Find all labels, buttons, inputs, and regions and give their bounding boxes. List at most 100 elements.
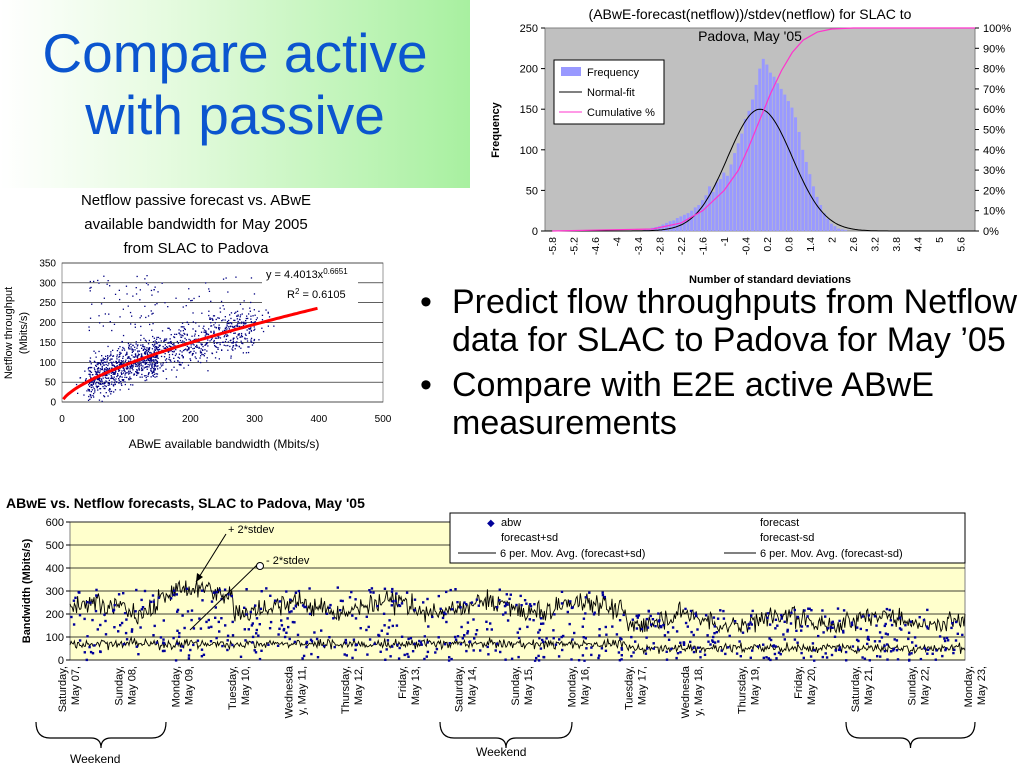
- scatter-point: [106, 374, 108, 377]
- scatter-point: [231, 325, 233, 328]
- scatter-point: [246, 315, 248, 317]
- annotation-arrow: [195, 533, 227, 583]
- scatter-point: [142, 365, 144, 367]
- scatter-point: [240, 334, 243, 336]
- scatter-point: [99, 370, 101, 372]
- scatter-point: [140, 344, 142, 346]
- scatter-point: [144, 305, 146, 307]
- abw-point: [892, 647, 896, 650]
- abw-point: [566, 610, 569, 614]
- x-tick-label: -0.4: [741, 237, 753, 255]
- scatter-point: [119, 298, 121, 301]
- scatter-point: [149, 361, 151, 364]
- abw-point: [74, 596, 77, 599]
- scatter-point: [151, 364, 153, 366]
- abw-point: [772, 644, 776, 647]
- abw-point: [542, 640, 545, 644]
- scatter-point: [208, 290, 211, 292]
- scatter-point: [156, 362, 158, 364]
- scatter-point: [212, 318, 214, 321]
- scatter-point: [120, 383, 122, 385]
- abw-point: [588, 591, 591, 594]
- abw-point: [305, 645, 308, 649]
- legend-label: 6 per. Mov. Avg. (forecast+sd): [500, 548, 645, 560]
- x-tick-label: May 12,: [353, 666, 365, 705]
- scatter-point: [97, 381, 99, 384]
- r-squared-exponent: 2: [295, 287, 300, 296]
- scatter-point: [126, 293, 128, 295]
- abw-point: [944, 647, 948, 650]
- scatter-point: [92, 383, 95, 385]
- scatter-point: [104, 368, 106, 370]
- abw-point: [391, 624, 394, 628]
- abw-point: [667, 638, 671, 641]
- abw-point: [711, 639, 714, 642]
- scatter-point: [146, 347, 148, 349]
- annotation-arrowhead: [196, 573, 203, 582]
- scatter-point: [101, 365, 103, 368]
- scatter-point: [157, 365, 159, 367]
- abw-point: [679, 651, 682, 654]
- scatter-point: [154, 359, 156, 361]
- abw-point: [789, 622, 793, 625]
- abw-point: [515, 603, 518, 607]
- abw-point: [86, 601, 89, 604]
- scatter-point: [153, 366, 155, 368]
- scatter-point: [86, 390, 88, 392]
- scatter-point: [127, 360, 130, 362]
- scatter-point: [150, 310, 152, 312]
- scatter-point: [230, 317, 232, 320]
- scatter-point: [104, 385, 106, 387]
- abw-point: [826, 627, 830, 630]
- abw-point: [560, 590, 564, 593]
- scatter-point: [234, 348, 236, 350]
- scatter-point: [140, 353, 143, 355]
- scatter-point: [112, 385, 115, 387]
- abw-point: [517, 655, 520, 659]
- abw-point: [215, 590, 218, 594]
- scatter-point: [151, 367, 153, 369]
- scatter-point: [235, 343, 237, 346]
- scatter-point: [156, 373, 159, 375]
- scatter-point: [90, 381, 92, 383]
- abw-point: [443, 643, 447, 646]
- abw-point: [651, 618, 655, 621]
- scatter-point: [121, 349, 123, 351]
- scatter-point: [200, 361, 202, 364]
- scatter-point: [212, 319, 214, 321]
- abw-point: [857, 639, 860, 643]
- y-tick-label: 100: [39, 358, 56, 369]
- x-tick-label: 3.2: [870, 237, 882, 252]
- scatter-point: [242, 324, 245, 326]
- scatter-point: [89, 290, 91, 292]
- abw-point: [377, 633, 380, 637]
- scatter-point: [193, 335, 196, 337]
- scatter-point: [100, 364, 102, 366]
- histogram-bar: [747, 110, 751, 231]
- abw-point: [855, 638, 859, 642]
- abw-point: [926, 648, 930, 651]
- scatter-point: [97, 378, 99, 381]
- legend-label: Frequency: [587, 67, 639, 79]
- scatter-point: [99, 388, 102, 390]
- scatter-point: [175, 353, 177, 355]
- scatter-point: [185, 305, 187, 307]
- abw-point: [637, 614, 641, 617]
- scatter-point: [137, 354, 139, 357]
- scatter-point: [227, 335, 229, 337]
- scatter-point: [165, 358, 168, 360]
- x-tick-label: Saturday,: [453, 666, 465, 712]
- scatter-point: [152, 335, 154, 338]
- abw-point: [296, 633, 300, 637]
- scatter-point: [248, 332, 250, 334]
- y-tick-label: 200: [46, 609, 64, 621]
- scatter-point: [113, 372, 115, 374]
- scatter-point: [147, 353, 149, 356]
- scatter-point: [138, 350, 141, 352]
- abw-point: [218, 588, 221, 592]
- scatter-point: [144, 278, 146, 280]
- x-tick-label: 500: [375, 414, 392, 425]
- scatter-point: [144, 366, 146, 368]
- scatter-point: [151, 356, 153, 358]
- scatter-point: [140, 339, 142, 341]
